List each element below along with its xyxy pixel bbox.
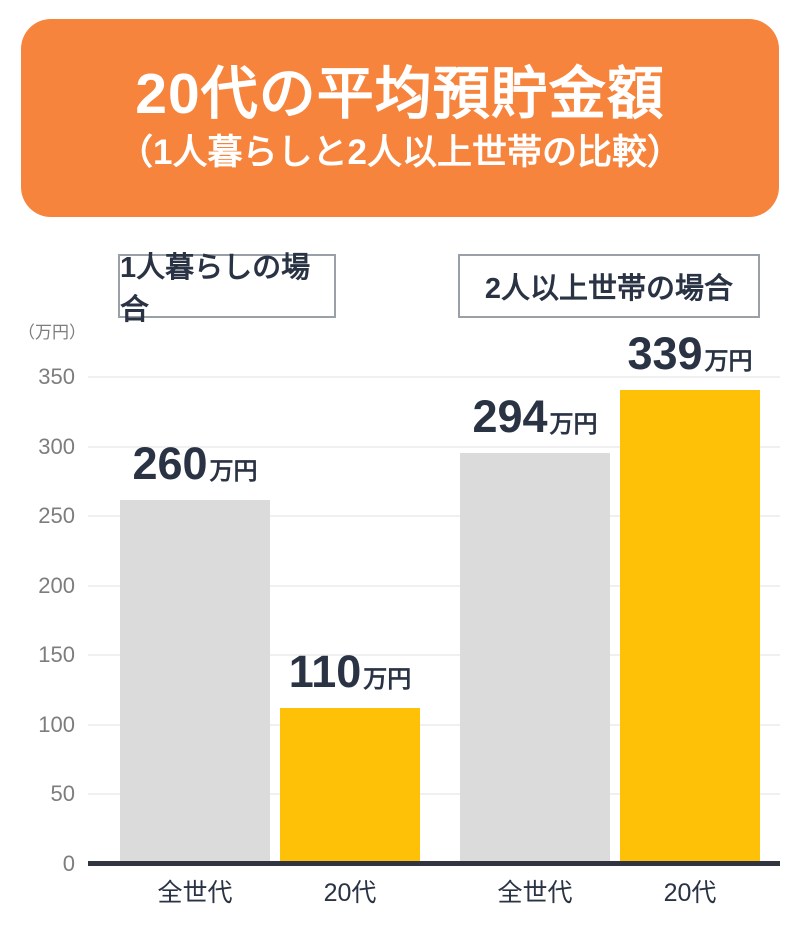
x-axis-label-全世代: 全世代 <box>157 879 233 907</box>
page-subtitle: （1人暮らしと2人以上世帯の比較） <box>118 132 682 172</box>
value-label-110: 110万円 <box>240 646 460 698</box>
gridline-350 <box>88 376 780 379</box>
y-tick-label-200: 200 <box>38 572 75 598</box>
value-number: 260 <box>132 438 208 489</box>
value-label-339: 339万円 <box>580 328 800 380</box>
gridline-50 <box>88 793 780 796</box>
y-tick-label-250: 250 <box>38 503 75 529</box>
value-unit: 万円 <box>549 411 598 438</box>
x-axis-label-20代: 20代 <box>323 879 377 907</box>
y-tick-label-300: 300 <box>38 433 75 459</box>
x-axis-label-全世代: 全世代 <box>497 879 573 907</box>
y-tick-label-100: 100 <box>38 711 75 737</box>
title-banner: 20代の平均預貯金額 （1人暮らしと2人以上世帯の比較） <box>21 19 779 217</box>
bar-20代-multi <box>620 390 760 861</box>
gridline-250 <box>88 515 780 518</box>
gridline-300 <box>88 445 780 448</box>
y-tick-label-0: 0 <box>62 850 75 876</box>
gridline-150 <box>88 654 780 657</box>
y-tick-label-50: 50 <box>50 781 75 807</box>
gridline-200 <box>88 584 780 587</box>
value-label-260: 260万円 <box>85 438 305 490</box>
value-unit: 万円 <box>209 458 258 485</box>
value-unit: 万円 <box>704 348 753 375</box>
x-axis-line <box>88 861 780 866</box>
value-unit: 万円 <box>363 666 412 693</box>
value-number: 294 <box>472 391 548 442</box>
x-axis-label-20代: 20代 <box>663 879 717 907</box>
y-tick-label-150: 150 <box>38 642 75 668</box>
y-axis-unit-label: （万円） <box>18 323 86 342</box>
value-number: 339 <box>627 328 703 379</box>
bar-全世代-multi <box>460 453 610 861</box>
value-number: 110 <box>288 646 362 697</box>
group-label-multi-household: 2人以上世帯の場合 <box>458 254 760 318</box>
gridline-100 <box>88 723 780 726</box>
value-label-294: 294万円 <box>425 391 645 443</box>
bar-20代-single <box>280 708 420 861</box>
bar-全世代-single <box>120 500 270 861</box>
y-tick-label-350: 350 <box>38 364 75 390</box>
group-label-single-household: 1人暮らしの場合 <box>118 252 336 326</box>
page-title: 20代の平均預貯金額 <box>135 61 665 126</box>
